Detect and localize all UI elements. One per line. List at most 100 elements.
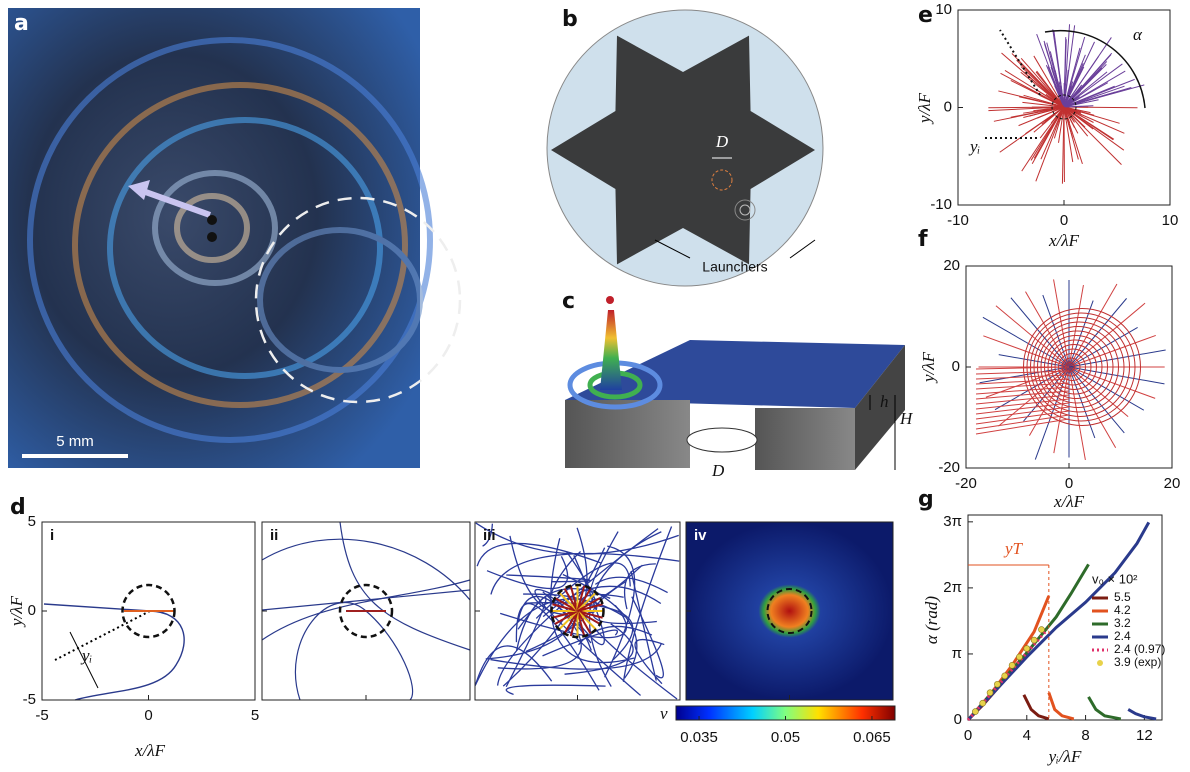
trajectory	[595, 577, 667, 592]
x-tick-label: 20	[1164, 475, 1181, 492]
marker	[1038, 627, 1044, 633]
trajectory	[295, 603, 412, 700]
trajectory	[262, 539, 470, 600]
marker	[994, 681, 1000, 687]
x-tick-label: 0	[144, 707, 152, 724]
x-tick-label: 10	[1162, 212, 1179, 229]
marker	[1031, 637, 1037, 643]
x-axis-label: x/λF	[1048, 231, 1080, 250]
y-tick-label: -10	[930, 196, 952, 213]
panel-label: g	[918, 487, 934, 512]
trajectory	[476, 646, 552, 685]
subpanel-label: ii	[270, 527, 278, 544]
block	[755, 408, 855, 470]
y-tick-label: 2π	[943, 579, 962, 596]
y-tick-label: 3π	[943, 513, 962, 530]
trajectory	[1054, 107, 1064, 138]
x-tick-label: 0	[1060, 212, 1068, 229]
x-tick-label: 5	[251, 707, 259, 724]
legend-label: 4.2	[1114, 603, 1131, 617]
y-tick-label: 0	[944, 98, 952, 115]
colorbar-tick-label: 0.065	[853, 729, 891, 746]
threshold-label: yT	[1003, 539, 1024, 558]
angle-label: α	[1133, 25, 1143, 44]
heatmap	[686, 522, 893, 700]
wave-peak	[600, 310, 622, 390]
y-axis-label: y/λF	[7, 595, 26, 628]
marker	[980, 700, 986, 706]
approach	[976, 395, 1069, 404]
panel-label: b	[562, 7, 578, 32]
impact-line	[55, 611, 150, 660]
marker	[1002, 673, 1008, 679]
well-gap	[687, 428, 757, 452]
legend-marker	[1097, 660, 1103, 666]
trajectory	[1064, 106, 1082, 107]
trajectory	[44, 604, 184, 700]
series-line	[1049, 693, 1074, 719]
x-tick-label: 0	[964, 727, 972, 744]
series-line	[1024, 695, 1049, 719]
trajectory	[262, 590, 470, 610]
legend-label: 3.2	[1114, 616, 1131, 630]
launchers-label: Launchers	[702, 259, 767, 275]
diameter-label: D	[715, 132, 729, 151]
panel-label: a	[14, 11, 29, 36]
droplet-reflection	[207, 232, 217, 242]
y-axis-label: y/λF	[919, 351, 938, 384]
droplet	[207, 215, 217, 225]
y-tick-label: 20	[943, 257, 960, 274]
y-tick-label: 10	[935, 1, 952, 18]
y-axis-label: y/λF	[915, 92, 934, 125]
panel-label: d	[10, 495, 26, 520]
marker	[987, 690, 993, 696]
subpanel-label: i	[50, 527, 54, 544]
legend-label: 5.5	[1114, 590, 1131, 604]
legend-label: 2.4 (0.97)	[1114, 642, 1165, 656]
panel-label: f	[918, 227, 928, 252]
colorbar-label: v	[660, 704, 668, 723]
scale-label: 5 mm	[56, 433, 94, 450]
x-tick-label: 4	[1023, 727, 1031, 744]
x-tick-label: 0	[1065, 475, 1073, 492]
y-tick-label: π	[952, 645, 962, 662]
marker	[1009, 662, 1015, 668]
legend-label: 2.4	[1114, 629, 1131, 643]
panel-label: e	[918, 3, 933, 28]
x-tick-label: -10	[947, 212, 969, 229]
y-axis-label: α (rad)	[922, 596, 941, 644]
legend-title: v₀ × 10²	[1092, 571, 1138, 586]
marker	[1016, 654, 1022, 660]
x-axis-label: x/λF	[134, 741, 166, 760]
y-tick-label: 5	[28, 513, 36, 530]
droplet	[606, 296, 614, 304]
marker	[972, 709, 978, 715]
x-axis-label: yᵢ/λF	[1047, 747, 1082, 766]
trajectory	[625, 564, 656, 609]
y-tick-label: 0	[28, 602, 36, 619]
trajectory	[1034, 107, 1064, 158]
depth-label: h	[880, 392, 889, 411]
trajectory	[506, 597, 546, 686]
x-tick-label: 12	[1136, 727, 1153, 744]
y-tick-label: 0	[954, 711, 962, 728]
subpanel-label: iv	[694, 527, 707, 544]
offset-arrow	[70, 632, 98, 688]
colorbar-tick-label: 0.05	[771, 729, 800, 746]
figure: 5 mm a b D Launchers c h H D d e f g x/λ…	[0, 0, 1190, 772]
subpanel-label: iii	[483, 527, 496, 544]
y-tick-label: 0	[952, 358, 960, 375]
offset-label: yᵢ	[968, 137, 980, 156]
x-tick-label: 8	[1081, 727, 1089, 744]
panel-label: c	[562, 289, 575, 314]
legend-label: 3.9 (exp)	[1114, 655, 1161, 669]
series-line	[1089, 697, 1121, 719]
block	[565, 400, 690, 468]
trajectory	[506, 685, 605, 694]
height-label: H	[899, 409, 914, 428]
x-tick-label: -5	[35, 707, 48, 724]
pointer	[790, 240, 815, 258]
marker	[1024, 646, 1030, 652]
series-line	[1128, 709, 1156, 718]
colorbar-tick-label: 0.035	[680, 729, 718, 746]
